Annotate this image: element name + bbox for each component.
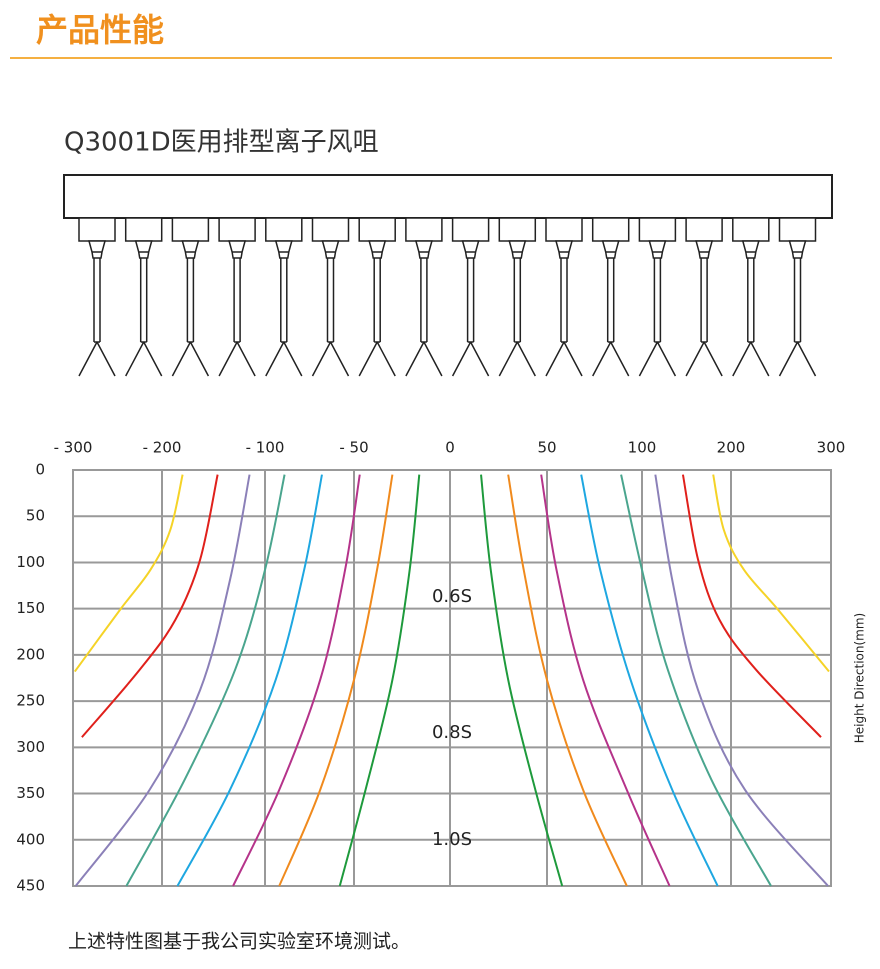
nozzle-stem xyxy=(311,258,350,377)
airflow-curve xyxy=(540,474,671,887)
nozzle-cone xyxy=(368,240,387,259)
nozzle-head xyxy=(778,217,817,242)
airflow-curve xyxy=(507,474,628,887)
nozzle-head xyxy=(638,217,677,242)
airflow-curve xyxy=(620,474,772,887)
nozzle-head xyxy=(265,217,303,242)
x-tick-label: 300 xyxy=(817,439,846,457)
nozzle-cone xyxy=(228,240,247,259)
x-tick-label: 50 xyxy=(537,439,556,457)
nozzle-cone xyxy=(648,240,667,259)
nozzle-head xyxy=(685,217,723,242)
nozzle-stem xyxy=(358,258,396,377)
x-tick-label: - 300 xyxy=(54,439,93,457)
nozzle-cone xyxy=(741,240,760,259)
time-annotation: 0.8S xyxy=(432,722,472,743)
y-tick-label: 200 xyxy=(16,645,45,663)
nozzle-stem xyxy=(545,258,583,377)
y-tick-label: 250 xyxy=(16,692,45,710)
time-annotation: 1.0S xyxy=(432,829,472,850)
nozzle-cone xyxy=(508,240,527,259)
nozzle-head xyxy=(545,217,583,242)
airflow-curve xyxy=(654,474,829,887)
nozzle-stem xyxy=(265,258,303,377)
airflow-curve xyxy=(81,474,219,738)
nozzle-cone xyxy=(414,240,433,259)
plot-frame xyxy=(72,469,832,887)
nozzle-head xyxy=(124,217,163,242)
airflow-curve xyxy=(176,474,323,887)
nozzle-bar xyxy=(63,174,833,219)
nozzle-cone xyxy=(555,240,573,259)
airflow-curve xyxy=(712,474,830,673)
nozzle-stem xyxy=(451,258,490,377)
nozzle-head xyxy=(218,217,256,242)
nozzle-stem xyxy=(498,258,536,377)
nozzle-head xyxy=(405,217,443,242)
section-title: 产品性能 xyxy=(36,11,164,49)
y-tick-label: 100 xyxy=(16,553,45,571)
x-tick-label: - 100 xyxy=(246,439,285,457)
airflow-curve xyxy=(580,474,719,887)
nozzles xyxy=(78,217,817,377)
nozzle-head xyxy=(451,217,490,242)
airflow-curve xyxy=(278,474,394,887)
nozzle-stem xyxy=(592,258,630,377)
nozzle-cone xyxy=(461,240,480,259)
nozzle-stem xyxy=(171,258,210,377)
y-tick-label: 0 xyxy=(35,461,45,479)
nozzle-head xyxy=(732,217,770,242)
nozzle-cone xyxy=(274,240,293,259)
y-tick-label: 450 xyxy=(16,877,45,895)
chart: 0 50 100 150 200 250 300 350 400 450 - 300 - 200 - 1… xyxy=(16,439,866,895)
nozzle-stem xyxy=(218,258,256,377)
footnote: 上述特性图基于我公司实验室环境测试。 xyxy=(68,931,410,953)
airflow-curve xyxy=(480,474,564,887)
nozzle-stem xyxy=(685,258,723,377)
y-tick-label: 400 xyxy=(16,830,45,848)
y-axis-label: Height Direction(mm) xyxy=(853,613,867,743)
nozzle-head xyxy=(591,217,630,242)
time-annotation: 0.6S xyxy=(432,586,472,607)
airflow-curve xyxy=(232,474,361,887)
nozzle-stem xyxy=(732,258,770,377)
nozzle-cone xyxy=(88,240,106,259)
airflow-curve xyxy=(125,474,286,887)
nozzle-stem xyxy=(125,258,163,377)
nozzle-stem xyxy=(778,258,817,377)
airflow-curve xyxy=(338,474,421,887)
nozzle-cone xyxy=(695,240,714,259)
nozzle-stem xyxy=(638,258,677,377)
y-tick-label: 50 xyxy=(26,507,45,525)
x-tick-label: 100 xyxy=(628,439,657,457)
x-tick-label: - 50 xyxy=(339,439,368,457)
nozzle-stem xyxy=(78,258,116,377)
nozzle-head xyxy=(78,217,116,242)
x-tick-label: 0 xyxy=(445,439,455,457)
y-tick-label: 300 xyxy=(16,738,45,756)
x-tick-label: 200 xyxy=(717,439,746,457)
y-tick-label: 150 xyxy=(16,599,45,617)
nozzle-cone xyxy=(134,240,153,259)
nozzle-cone xyxy=(321,240,340,259)
nozzle-cone xyxy=(788,240,807,259)
nozzle-cone xyxy=(601,240,620,259)
product-name: Q3001D医用排型离子风咀 xyxy=(64,128,379,158)
airflow-curve xyxy=(74,474,251,887)
airflow-curve xyxy=(73,474,184,673)
nozzle-head xyxy=(311,217,350,242)
nozzle-head xyxy=(358,217,396,242)
nozzle-cone xyxy=(181,240,200,259)
x-tick-label: - 200 xyxy=(143,439,182,457)
y-tick-label: 350 xyxy=(16,784,45,802)
nozzle-head xyxy=(498,217,537,242)
nozzle-stem xyxy=(405,258,443,377)
nozzle-head xyxy=(171,217,210,242)
airflow-curve xyxy=(681,474,822,738)
